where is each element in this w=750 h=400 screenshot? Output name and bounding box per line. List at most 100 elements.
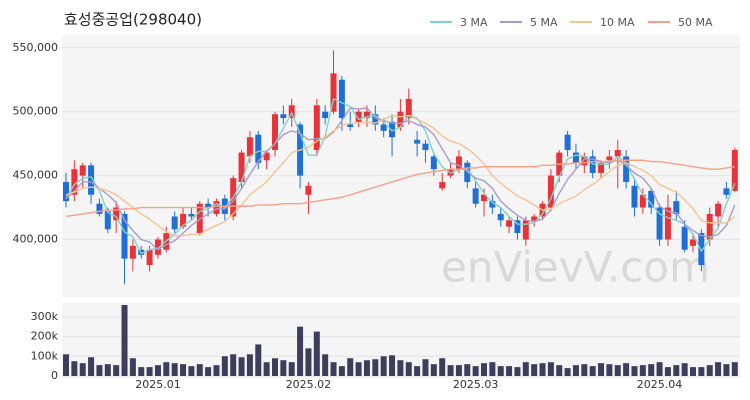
candle-body xyxy=(63,181,69,202)
volume-bar xyxy=(288,362,295,376)
volume-bar xyxy=(572,365,579,376)
candle-body xyxy=(305,185,312,195)
candle-body xyxy=(213,201,220,214)
candle-body xyxy=(330,73,337,112)
candle-body xyxy=(430,156,437,170)
volume-bar xyxy=(639,365,646,376)
candle-body xyxy=(522,220,529,240)
candle-body xyxy=(397,111,404,128)
candle-body xyxy=(255,134,262,163)
volume-bar xyxy=(631,366,638,376)
candle-body xyxy=(146,249,153,266)
volume-bar xyxy=(338,366,345,376)
volume-bar xyxy=(598,363,605,376)
volume-bar xyxy=(539,363,546,376)
candle-body xyxy=(121,213,128,259)
volume-bar xyxy=(63,354,69,376)
volume-bar xyxy=(96,365,103,376)
volume-bar xyxy=(347,358,354,376)
candle-body xyxy=(280,114,287,119)
volume-tick-label: 300k xyxy=(31,310,59,323)
volume-bar xyxy=(497,366,504,376)
volume-tick-label: 200k xyxy=(31,330,59,343)
candle-body xyxy=(71,169,78,195)
candle-body xyxy=(238,152,245,182)
candle-body xyxy=(673,201,680,214)
volume-bar xyxy=(522,362,529,376)
volume-bar xyxy=(664,367,671,376)
candle-body xyxy=(723,188,730,195)
volume-bar xyxy=(138,367,145,376)
candle-body xyxy=(246,137,253,157)
volume-bar xyxy=(297,326,304,376)
volume-bar xyxy=(305,348,312,376)
candle-body xyxy=(497,213,504,221)
volume-bar xyxy=(196,364,203,376)
candle-body xyxy=(639,194,646,208)
volume-bar xyxy=(564,368,571,376)
volume-bar xyxy=(472,366,479,376)
volume-bar xyxy=(88,357,95,376)
y-tick-label: 450,000 xyxy=(13,169,59,182)
volume-bar xyxy=(146,367,153,376)
volume-bar xyxy=(623,363,630,376)
candle-body xyxy=(472,188,479,204)
candle-body xyxy=(313,105,320,151)
candle-body xyxy=(547,175,554,208)
candle-body xyxy=(380,124,387,131)
volume-tick-label: 0 xyxy=(51,369,58,382)
candle-body xyxy=(405,98,412,119)
candle-body xyxy=(664,207,671,240)
volume-bar xyxy=(489,362,496,376)
candle-body xyxy=(422,143,429,151)
volume-bar xyxy=(723,364,730,376)
volume-bar xyxy=(464,364,471,376)
x-tick-label: 2025.03 xyxy=(453,378,499,391)
x-tick-label: 2025.04 xyxy=(637,378,683,391)
candle-body xyxy=(363,111,370,119)
volume-bar xyxy=(690,367,696,376)
y-tick-label: 400,000 xyxy=(13,232,59,245)
volume-bar xyxy=(255,344,262,376)
volume-bar xyxy=(556,365,563,376)
candle-body xyxy=(372,114,379,125)
candle-body xyxy=(205,203,212,208)
candle-body xyxy=(489,201,496,208)
candle-body xyxy=(572,152,579,163)
volume-bar xyxy=(656,362,663,376)
x-tick-label: 2025.02 xyxy=(286,378,332,391)
volume-bar xyxy=(113,365,120,376)
volume-bar xyxy=(213,365,220,376)
volume-bar xyxy=(715,362,722,376)
volume-bar xyxy=(322,354,329,376)
candle-body xyxy=(104,211,111,230)
candle-body xyxy=(581,156,588,166)
volume-bar xyxy=(246,354,253,376)
watermark: enVievV.com xyxy=(441,243,710,292)
candle-body xyxy=(631,185,638,208)
volume-bar xyxy=(313,331,320,376)
candle-body xyxy=(614,150,621,157)
volume-bar xyxy=(188,366,195,376)
volume-bar xyxy=(439,358,446,376)
volume-bar xyxy=(581,364,588,376)
legend-label: 5 MA xyxy=(530,16,558,29)
candle-body xyxy=(439,181,446,189)
candle-body xyxy=(731,150,738,191)
candle-body xyxy=(531,216,538,221)
candle-body xyxy=(389,121,396,138)
volume-bar xyxy=(447,365,454,376)
candle-body xyxy=(715,203,722,217)
volume-bar xyxy=(397,360,404,376)
volume-bar xyxy=(79,363,86,376)
volume-bar xyxy=(430,364,437,376)
volume-bar xyxy=(405,362,412,376)
candle-body xyxy=(188,213,195,217)
volume-bar xyxy=(163,362,170,376)
volume-bar xyxy=(380,356,387,376)
candle-body xyxy=(129,245,136,259)
candle-body xyxy=(656,207,663,240)
candle-body xyxy=(347,124,354,128)
volume-bar xyxy=(614,365,621,376)
